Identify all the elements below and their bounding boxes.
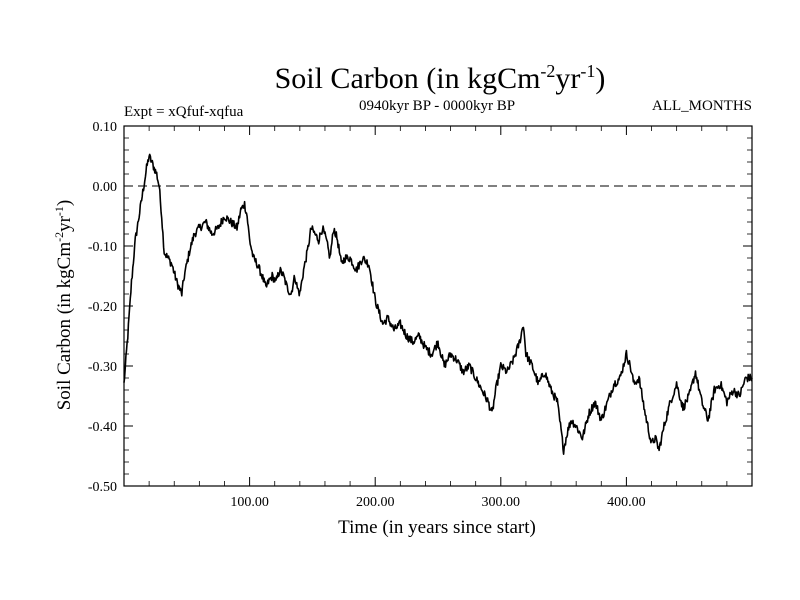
- x-axis-label: Time (in years since start): [338, 517, 536, 538]
- plot-frame: [123, 125, 753, 487]
- y-tick-label: -0.40: [88, 420, 117, 435]
- axis-ticks: 0.10 0.00 -0.10 -0.20 -0.30 -0.40 -0.50 100.00 2…: [88, 120, 752, 510]
- y-tick-label: 0.10: [93, 120, 118, 135]
- y-tick-label: -0.30: [88, 360, 117, 375]
- x-tick-label: 400.00: [607, 495, 646, 510]
- experiment-label: Expt = xQfuf-xqfua: [124, 104, 244, 120]
- y-tick-label: -0.50: [88, 480, 117, 495]
- y-tick-label: -0.10: [88, 240, 117, 255]
- x-tick-label: 300.00: [482, 495, 521, 510]
- months-label: ALL_MONTHS: [652, 98, 752, 114]
- series-line: [123, 153, 753, 456]
- y-tick-label: -0.20: [88, 300, 117, 315]
- y-tick-label: 0.00: [93, 180, 118, 195]
- x-tick-label: 100.00: [230, 495, 269, 510]
- period-label: 0940kyr BP - 0000kyr BP: [359, 98, 515, 114]
- x-tick-label: 200.00: [356, 495, 395, 510]
- chart-title: Soil Carbon (in kgCm-2yr-1): [275, 61, 606, 95]
- y-axis-label: Soil Carbon (in kgCm-2yr-1): [52, 200, 75, 411]
- series-group: [123, 153, 753, 456]
